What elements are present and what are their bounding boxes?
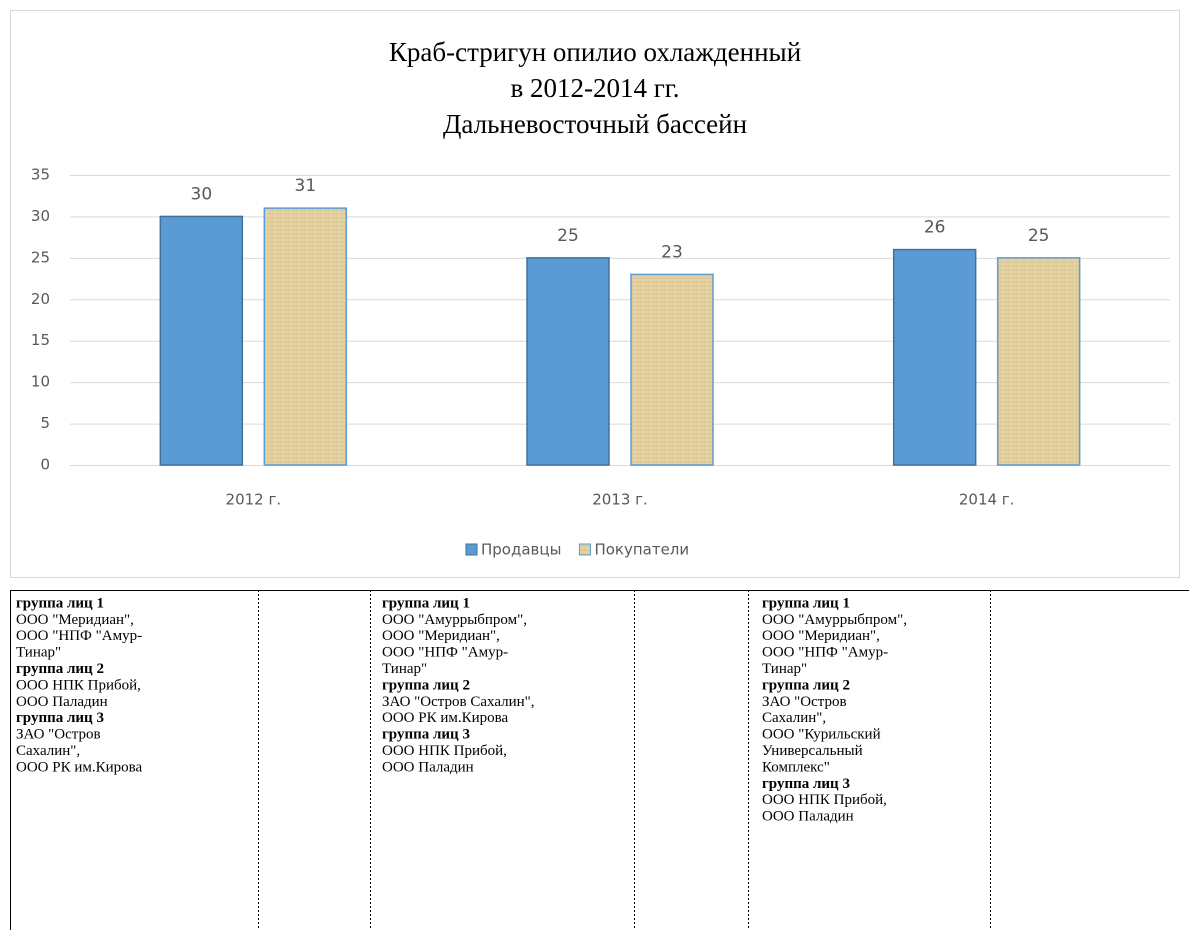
table-line: ЗАО "Остров Сахалин", [382, 694, 535, 710]
table-line: ООО Паладин [382, 759, 474, 775]
legend-swatch [465, 543, 478, 556]
table-line: ООО НПК Прибой, [16, 677, 141, 693]
table-line: Тинар" [762, 661, 807, 677]
legend-label: Продавцы [481, 541, 561, 559]
legend-label: Покупатели [594, 541, 689, 559]
data-label: 25 [1028, 226, 1050, 246]
y-tick-label: 35 [31, 166, 50, 184]
y-tick-label: 30 [31, 207, 50, 225]
chart-title: в 2012-2014 гг. [510, 73, 679, 103]
bar [159, 215, 244, 466]
table-line: ООО Паладин [16, 694, 108, 710]
chart-title: Краб-стригун опилио охлажденный [389, 37, 801, 67]
data-label: 23 [661, 242, 683, 262]
table-line: ООО "НПФ "Амур- [16, 628, 142, 644]
table-line: группа лиц 2 [16, 661, 104, 677]
table-line: Тинар" [382, 661, 427, 677]
data-label: 25 [557, 226, 579, 246]
x-tick-label: 2014 г. [959, 491, 1015, 509]
y-tick-label: 15 [31, 331, 50, 349]
table-line: ООО "Меридиан", [382, 628, 500, 644]
y-tick-label: 0 [40, 456, 50, 474]
table-line: ЗАО "Остров [16, 727, 101, 743]
bar [630, 273, 714, 466]
y-tick-label: 20 [31, 290, 50, 308]
x-tick-label: 2012 г. [226, 491, 282, 509]
table-line: ЗАО "Остров [762, 694, 847, 710]
table-line: группа лиц 1 [382, 595, 470, 611]
table-line: ООО "Курильский [762, 727, 881, 743]
chart-title: Дальневосточный бассейн [443, 109, 747, 139]
table-line: ООО "Амуррыбпром", [382, 612, 527, 628]
table-line: ООО РК им.Кирова [16, 759, 143, 775]
table-line: Тинар" [16, 645, 61, 661]
bar [526, 257, 610, 466]
bar [263, 207, 348, 466]
data-label: 26 [924, 218, 946, 238]
table-line: ООО "Меридиан", [16, 612, 134, 628]
table-line: группа лиц 3 [382, 727, 470, 743]
table-line: ООО "НПФ "Амур- [382, 645, 508, 661]
table-line: Универсальный [762, 743, 863, 759]
legend-swatch [578, 543, 591, 556]
bar [892, 248, 977, 466]
table-line: группа лиц 1 [762, 595, 850, 611]
data-label: 31 [295, 176, 317, 196]
y-tick-label: 10 [31, 373, 50, 391]
table-line: Сахалин", [762, 710, 826, 726]
table-line: Сахалин", [16, 743, 80, 759]
bar [996, 257, 1081, 466]
table-line: группа лиц 2 [382, 677, 470, 693]
table-line: Комплекс" [762, 759, 830, 775]
table-line: группа лиц 1 [16, 595, 104, 611]
table-line: ООО РК им.Кирова [382, 710, 509, 726]
table-line: ООО "Меридиан", [762, 628, 880, 644]
y-tick-label: 5 [40, 414, 50, 432]
table-line: ООО НПК Прибой, [382, 743, 507, 759]
table-line: ООО Паладин [762, 809, 854, 825]
table-line: ООО "НПФ "Амур- [762, 645, 888, 661]
column-dividers [258, 590, 991, 930]
table-line: ООО "Амуррыбпром", [762, 612, 907, 628]
y-tick-label: 25 [31, 248, 50, 266]
table-line: группа лиц 3 [16, 710, 104, 726]
data-label: 30 [191, 184, 213, 204]
table-line: ООО НПК Прибой, [762, 792, 887, 808]
x-tick-label: 2013 г. [592, 491, 648, 509]
table-line: группа лиц 3 [762, 776, 850, 792]
table-line: группа лиц 2 [762, 677, 850, 693]
